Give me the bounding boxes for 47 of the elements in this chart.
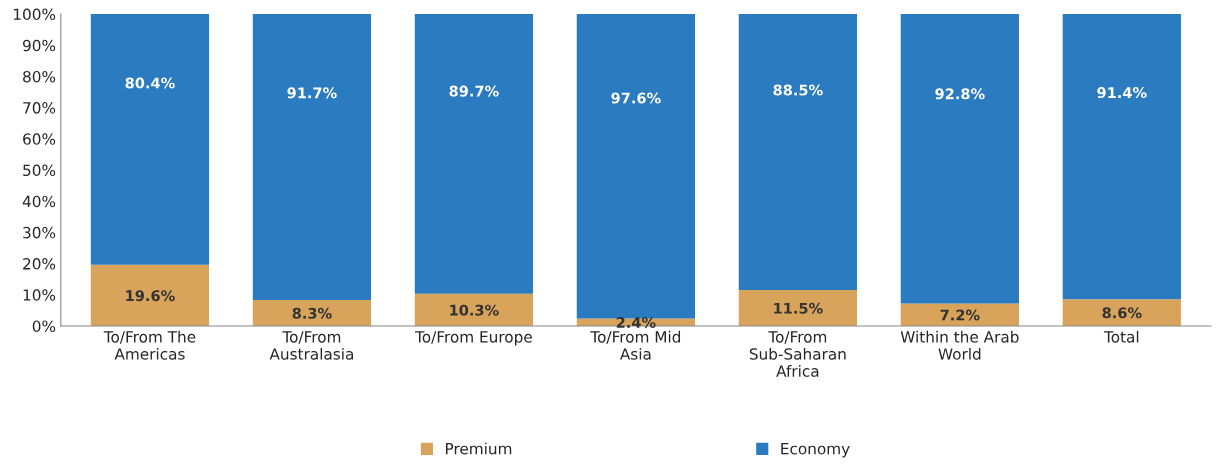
bar xyxy=(576,14,696,319)
bar xyxy=(738,290,857,326)
bar xyxy=(414,14,534,294)
y-tick-label: 100% xyxy=(13,8,56,21)
bar xyxy=(1062,14,1181,300)
legend-label: Economy xyxy=(781,443,850,458)
y-tick-label: 40% xyxy=(22,195,56,208)
data-label: 8.6% xyxy=(1102,307,1142,319)
bar xyxy=(738,14,857,291)
y-tick-label: 10% xyxy=(23,289,56,301)
y-tick-label: 70% xyxy=(23,102,56,114)
bar xyxy=(252,300,372,326)
bar xyxy=(90,14,210,265)
data-label: 97.6% xyxy=(611,92,661,104)
y-tick-label: 60% xyxy=(23,133,56,145)
data-label: 89.7% xyxy=(449,85,499,97)
x-tick-label: Within the Arab World xyxy=(900,330,1019,360)
x-tick-label: To/From Europe xyxy=(415,331,532,346)
x-tick-label: Total xyxy=(1103,330,1139,343)
data-label: 91.4% xyxy=(1097,87,1147,99)
data-label: 11.5% xyxy=(774,302,823,314)
bar xyxy=(1062,299,1181,326)
data-label: 19.6% xyxy=(126,290,175,302)
data-label: 10.3% xyxy=(450,304,499,316)
y-tick-label: 90% xyxy=(22,39,56,52)
data-label: 91.7% xyxy=(287,87,337,99)
y-tick-label: 50% xyxy=(23,164,56,177)
x-tick-label: To/From Sub-Saharan Africa xyxy=(749,331,846,377)
y-tick-label: 20% xyxy=(23,258,56,270)
data-label: 92.8% xyxy=(935,88,985,100)
x-tick-label: To/From Australasia xyxy=(269,331,353,360)
x-tick-label: To/From Mid Asia xyxy=(590,330,681,360)
bar xyxy=(252,14,372,301)
x-tick-label: To/From The Americas xyxy=(103,330,196,360)
y-tick-label: 0% xyxy=(32,320,56,332)
bar xyxy=(900,14,1019,304)
legend-label: Premium xyxy=(446,442,512,455)
y-tick-label: 80% xyxy=(23,70,56,83)
data-label: 8.3% xyxy=(292,307,332,319)
data-label: 2.4% xyxy=(616,316,656,328)
bar xyxy=(900,303,1019,326)
bar xyxy=(414,293,534,326)
data-label: 80.4% xyxy=(125,77,175,89)
data-label: 88.5% xyxy=(773,84,823,96)
bar xyxy=(90,264,210,326)
data-label: 7.2% xyxy=(940,309,980,321)
y-tick-label: 30% xyxy=(23,226,56,239)
